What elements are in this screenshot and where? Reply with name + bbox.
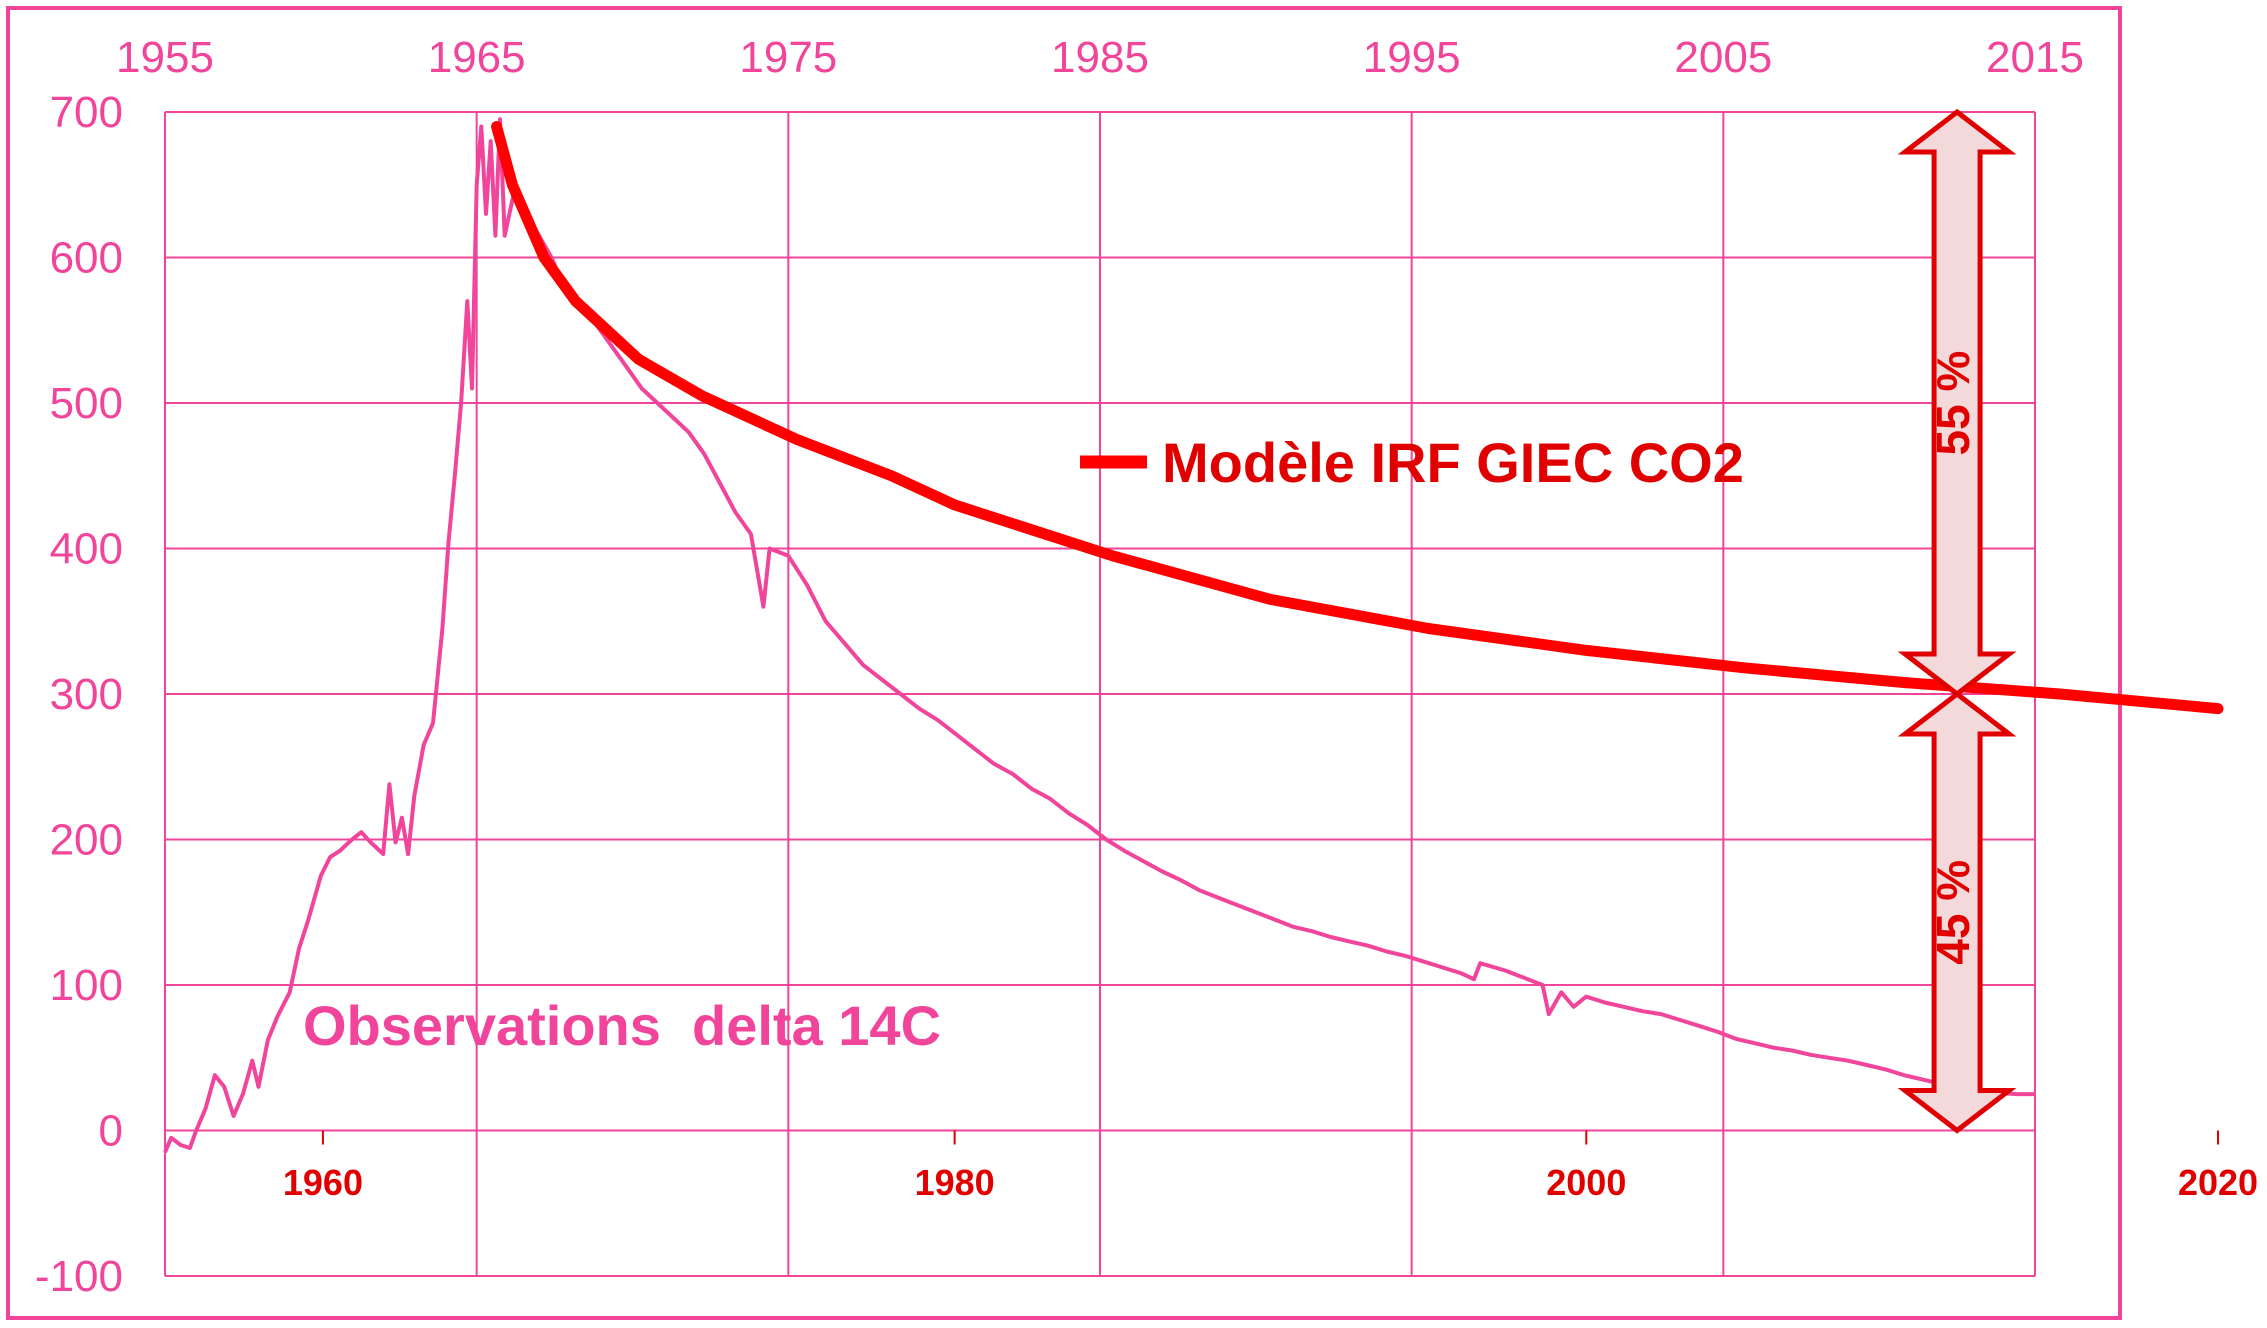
y-tick-label: 600 xyxy=(50,234,123,283)
percentage-label: 55 % xyxy=(1927,351,1979,456)
model-series xyxy=(491,121,2224,715)
percentage-arrows: 55 % 45 % xyxy=(1897,108,2017,1134)
bottom-tick-label: 2020 xyxy=(2178,1162,2258,1203)
top-axis-ticks: 1955 1965 1975 1985 1995 2005 2015 xyxy=(116,33,2084,82)
observations-series-label: Observations delta 14C xyxy=(303,994,941,1057)
percentage-label: 45 % xyxy=(1927,860,1979,965)
y-tick-label: 100 xyxy=(50,961,123,1010)
bottom-tick-label: 2000 xyxy=(1546,1162,1626,1203)
top-tick-label: 2005 xyxy=(1674,33,1772,82)
top-tick-label: 1975 xyxy=(739,33,837,82)
bottom-axis-ticks: 1960 1980 2000 2020 xyxy=(283,1162,2258,1203)
y-tick-label: 500 xyxy=(50,379,123,428)
y-tick-label: 300 xyxy=(50,670,123,719)
top-tick-label: 1955 xyxy=(116,33,214,82)
bottom-tick-label: 1980 xyxy=(915,1162,995,1203)
top-tick-label: 1985 xyxy=(1051,33,1149,82)
percentage-arrow-1 xyxy=(1897,690,2017,1134)
y-tick-label: 0 xyxy=(99,1107,123,1156)
model-series-label: Modèle IRF GIEC CO2 xyxy=(1162,431,1744,494)
model-legend: Modèle IRF GIEC CO2 xyxy=(1080,431,1744,494)
bottom-tick-label: 1960 xyxy=(283,1162,363,1203)
observations-line xyxy=(163,117,2035,1154)
y-tick-label: 200 xyxy=(50,816,123,865)
top-tick-label: 1995 xyxy=(1363,33,1461,82)
y-tick-label: 400 xyxy=(50,525,123,574)
observations-series xyxy=(163,117,2035,1154)
model-line xyxy=(491,121,2224,715)
y-axis-ticks: -100 0 100 200 300 400 500 600 700 xyxy=(35,88,123,1301)
y-tick-label: -100 xyxy=(35,1252,123,1301)
plot-frame xyxy=(6,6,2122,1320)
top-tick-label: 2015 xyxy=(1986,33,2084,82)
y-tick-label: 700 xyxy=(50,88,123,137)
top-tick-label: 1965 xyxy=(428,33,526,82)
